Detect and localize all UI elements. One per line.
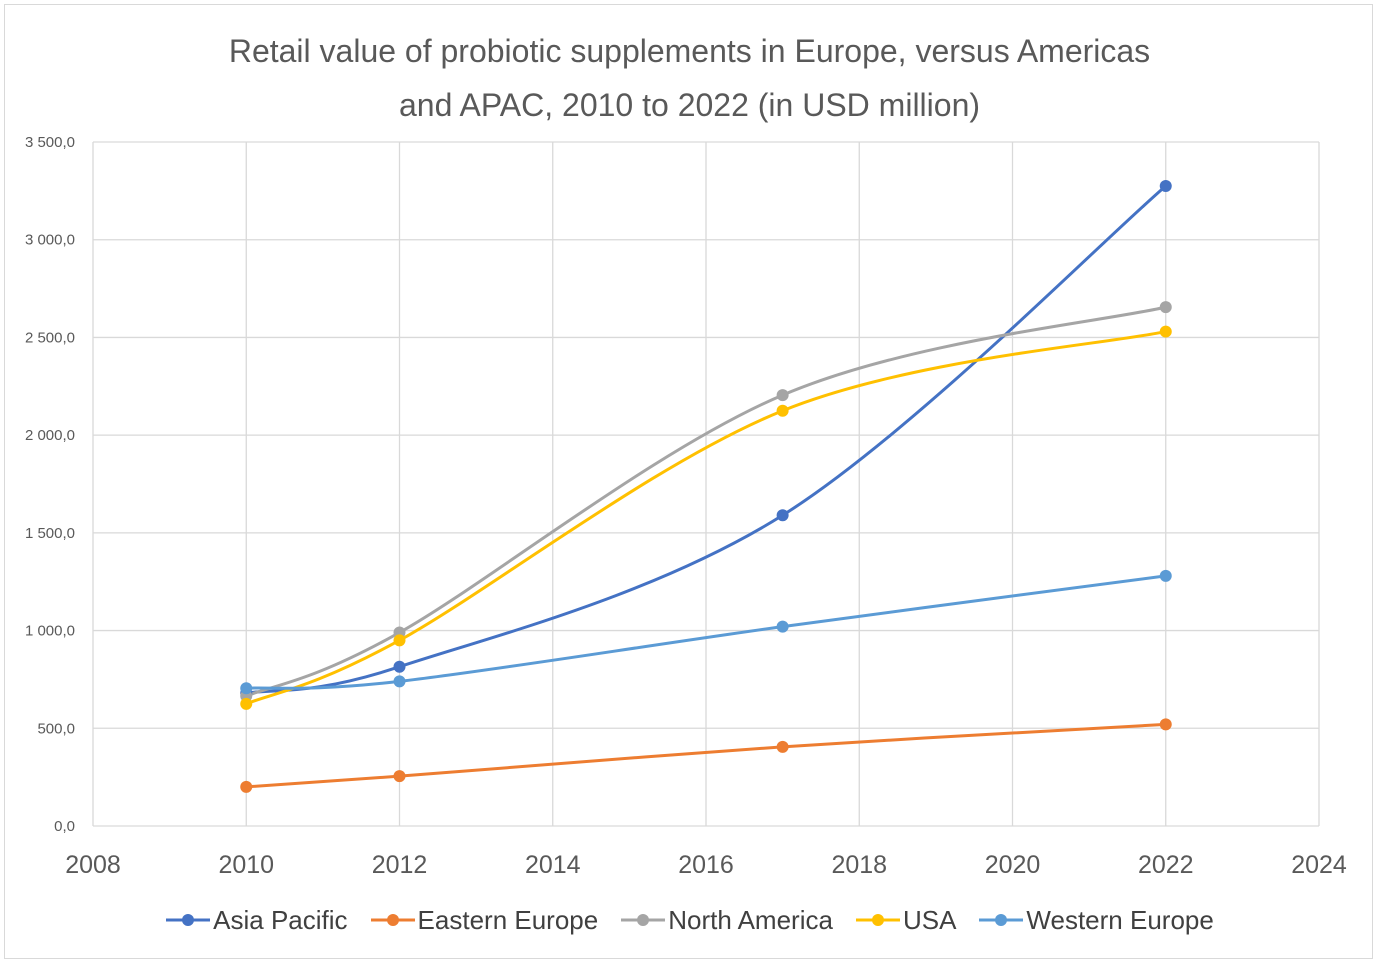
- y-tick-label: 2 500,0: [25, 329, 75, 346]
- data-point-western-europe: [393, 675, 406, 688]
- series-lines: [244, 184, 1168, 789]
- legend-swatch-marker: [995, 914, 1008, 926]
- data-point-usa: [776, 404, 789, 417]
- data-point-western-europe: [1159, 569, 1172, 582]
- x-tick-label: 2016: [678, 851, 734, 879]
- data-point-asia-pacific: [1159, 179, 1172, 192]
- data-point-western-europe: [776, 620, 789, 633]
- legend-swatch: [370, 914, 415, 926]
- legend-item: North America: [620, 905, 833, 936]
- legend-swatch: [855, 914, 900, 926]
- chart-title: Retail value of probiotic supplements in…: [0, 24, 1379, 132]
- series-line-eastern-europe: [244, 722, 1168, 789]
- x-tick-label: 2014: [525, 851, 581, 879]
- y-tick-label: 3 500,0: [25, 134, 75, 151]
- legend-item: USA: [855, 905, 956, 936]
- legend-item: Asia Pacific: [165, 904, 348, 936]
- data-point-western-europe: [240, 682, 253, 695]
- gridlines: [92, 141, 1320, 827]
- legend-swatch-marker: [182, 914, 195, 926]
- legend-label: Western Europe: [1026, 904, 1214, 935]
- data-point-asia-pacific: [393, 660, 406, 673]
- data-point-asia-pacific: [776, 509, 789, 522]
- legend-label: Eastern Europe: [417, 904, 599, 935]
- chart-title-line-1: Retail value of probiotic supplements in…: [228, 33, 1151, 69]
- legend-item: Western Europe: [978, 904, 1214, 936]
- series-line-usa: [244, 330, 1168, 706]
- y-tick-label: 2 000,0: [25, 427, 75, 444]
- data-point-north-america: [1159, 301, 1172, 314]
- legend-swatch-marker: [386, 914, 399, 926]
- chart-area: [4, 4, 1373, 959]
- x-tick-label: 2012: [372, 851, 428, 879]
- x-tick-label: 2020: [985, 851, 1041, 879]
- chart-title-line-2: and APAC, 2010 to 2022 (in USD million): [398, 87, 981, 123]
- data-point-eastern-europe: [1159, 718, 1172, 731]
- legend-label: Asia Pacific: [213, 904, 348, 935]
- y-tick-label: 1 000,0: [25, 623, 75, 640]
- series-line-north-america: [244, 305, 1168, 698]
- legend-label: North America: [668, 904, 833, 935]
- data-point-usa: [240, 697, 253, 710]
- legend-label: USA: [902, 904, 957, 935]
- data-point-usa: [1159, 325, 1172, 338]
- x-tick-label: 2024: [1291, 851, 1347, 879]
- legend-swatch: [621, 914, 666, 926]
- x-tick-label: 2008: [65, 851, 121, 879]
- axis-labels: 0,0 500,0 1 000,0 1 500,0 2 000,0 2 500,0 3 00…: [25, 134, 1347, 879]
- y-tick-label: 1 500,0: [25, 525, 75, 542]
- y-tick-label: 500,0: [37, 720, 75, 737]
- legend-item: Eastern Europe: [370, 904, 599, 936]
- legend-swatch-marker: [871, 914, 884, 926]
- data-point-eastern-europe: [776, 740, 789, 753]
- data-point-eastern-europe: [240, 780, 253, 793]
- legend-swatch: [979, 914, 1024, 926]
- series-markers: [240, 179, 1172, 793]
- y-tick-label: 3 000,0: [25, 232, 75, 249]
- x-tick-label: 2022: [1138, 851, 1194, 879]
- x-tick-label: 2010: [218, 851, 274, 879]
- y-tick-label: 0,0: [54, 818, 75, 835]
- legend-swatch-marker: [637, 914, 650, 926]
- data-point-north-america: [776, 389, 789, 402]
- data-point-usa: [393, 634, 406, 647]
- data-point-eastern-europe: [393, 770, 406, 783]
- x-tick-label: 2018: [831, 851, 887, 879]
- series-line-western-europe: [244, 574, 1168, 690]
- legend-swatch: [166, 914, 211, 926]
- series-line-asia-pacific: [244, 184, 1168, 695]
- legend: Asia Pacific Eastern Europe North America U…: [0, 898, 1379, 942]
